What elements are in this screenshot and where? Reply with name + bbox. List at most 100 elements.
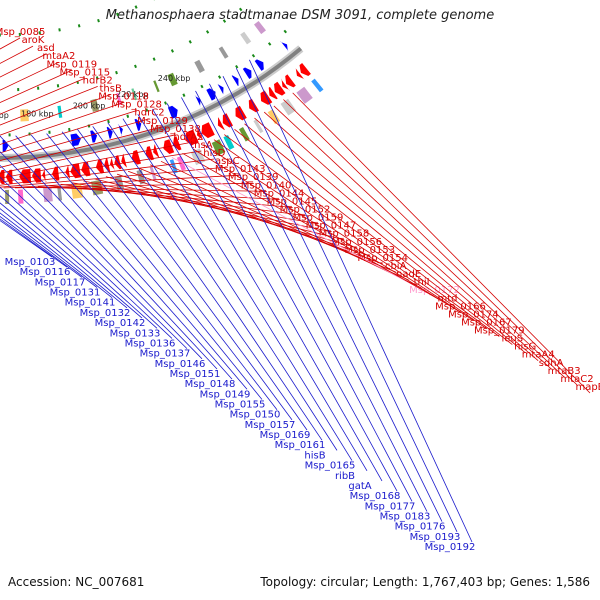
gene-label: hdrA2 xyxy=(173,132,203,143)
scale-label: 200 kbp xyxy=(73,102,106,111)
label-leader-line xyxy=(244,123,526,354)
gene-label: asd xyxy=(37,43,55,54)
forward-gene xyxy=(42,167,47,182)
gene-label: Msp_0128 xyxy=(111,100,162,111)
category-block xyxy=(114,175,125,191)
forward-gene xyxy=(109,156,116,171)
gene-label: Msp_0157 xyxy=(245,420,296,431)
category-block xyxy=(169,159,178,174)
label-leader-line xyxy=(213,139,487,329)
gene-label: Msp_0085 xyxy=(0,27,45,38)
gene-label: Msp_0133 xyxy=(110,328,161,339)
label-leader-line xyxy=(49,185,293,208)
reverse-gene xyxy=(280,41,289,52)
forward-gene xyxy=(104,157,111,172)
accession-text: Accession: NC_007681 xyxy=(8,575,145,589)
gene-label: Msp_0117 xyxy=(35,277,86,288)
label-leader-line xyxy=(152,108,368,472)
category-block-inner xyxy=(240,31,252,45)
reverse-gene xyxy=(134,118,142,131)
gene-label: Msp_0131 xyxy=(50,288,101,299)
forward-gene xyxy=(201,122,215,139)
category-block xyxy=(223,135,235,150)
gene-label: Msp_0169 xyxy=(260,430,311,441)
gene-label: Msp_0172 xyxy=(409,285,460,296)
gene-label: hdrC2 xyxy=(134,108,164,119)
gene-label: thsB xyxy=(100,84,122,95)
reverse-gene xyxy=(70,133,81,147)
gene-label: mapB xyxy=(575,382,600,393)
forward-gene xyxy=(268,86,278,100)
category-block-inner xyxy=(153,80,160,93)
label-leader-line xyxy=(0,164,188,349)
gene-label: Msp_0152 xyxy=(280,205,331,216)
gene-label: Msp_0156 xyxy=(331,237,382,248)
label-leader-line xyxy=(171,157,435,297)
gene-label: Msp_0146 xyxy=(155,359,206,370)
gene-label: Msp_0138 xyxy=(150,124,201,135)
label-leader-line xyxy=(0,69,72,103)
label-leader-line xyxy=(292,92,591,394)
label-leader-line xyxy=(249,59,473,543)
label-leader-line xyxy=(235,68,458,532)
gene-label: Msp_0192 xyxy=(425,542,476,553)
gene-label: Msp_0129 xyxy=(137,116,188,127)
category-block-inner xyxy=(57,105,63,118)
category-block-inner xyxy=(218,46,229,59)
category-block-inner xyxy=(90,98,99,112)
label-leader-line xyxy=(181,97,398,492)
gene-label: Msp_0141 xyxy=(65,298,116,309)
label-leader-line xyxy=(0,158,215,186)
gene-label: cbiA xyxy=(385,261,407,272)
category-block xyxy=(57,186,63,201)
gene-label: aroK xyxy=(22,35,45,46)
gene-label: sdhA xyxy=(539,358,564,369)
gene-label: Msp_0150 xyxy=(230,410,281,421)
gene-label: hdrB2 xyxy=(83,75,113,86)
gene-label: Msp_0166 xyxy=(435,301,486,312)
label-leader-line xyxy=(60,183,306,216)
reverse-gene xyxy=(217,83,224,95)
scale-label: 180 kbp xyxy=(21,109,54,118)
label-leader-line xyxy=(0,202,128,309)
gene-label: leuS xyxy=(501,334,523,345)
category-block-inner xyxy=(167,72,178,87)
label-leader-line xyxy=(0,77,85,115)
gene-label: Msp_0103 xyxy=(5,257,56,268)
label-leader-line xyxy=(30,134,248,390)
label-leader-line xyxy=(0,150,202,183)
gene-label: aspC xyxy=(215,156,240,167)
label-leader-line xyxy=(0,61,60,91)
reverse-gene xyxy=(194,95,201,107)
gene-label: Msp_0142 xyxy=(95,318,146,329)
label-leader-line xyxy=(254,117,539,362)
forward-gene xyxy=(281,78,290,91)
label-leader-line xyxy=(0,135,218,370)
label-leader-line xyxy=(0,216,83,278)
label-leader-line xyxy=(107,122,323,441)
reverse-gene xyxy=(231,75,239,86)
label-leader-line xyxy=(263,111,552,370)
label-leader-line xyxy=(0,220,53,258)
gene-label: hisG xyxy=(514,342,536,353)
reverse-gene xyxy=(206,88,216,101)
forward-gene xyxy=(274,81,286,96)
category-block xyxy=(311,78,324,93)
forward-gene xyxy=(285,74,296,88)
label-leader-line xyxy=(46,133,263,400)
gene-label: Msp_0118 xyxy=(98,92,149,103)
label-leader-line xyxy=(166,103,383,482)
forward-gene xyxy=(299,63,311,76)
forward-gene xyxy=(295,68,305,80)
forward-gene xyxy=(121,153,127,168)
label-leader-line xyxy=(0,218,68,268)
category-block-inner xyxy=(194,59,205,73)
forward-gene xyxy=(197,127,204,141)
gene-label: thsA xyxy=(190,140,212,151)
reverse-gene xyxy=(117,124,123,136)
category-block xyxy=(71,183,84,199)
gene-label: mtaA4 xyxy=(522,350,555,361)
gene-label: mtaB3 xyxy=(548,366,581,377)
